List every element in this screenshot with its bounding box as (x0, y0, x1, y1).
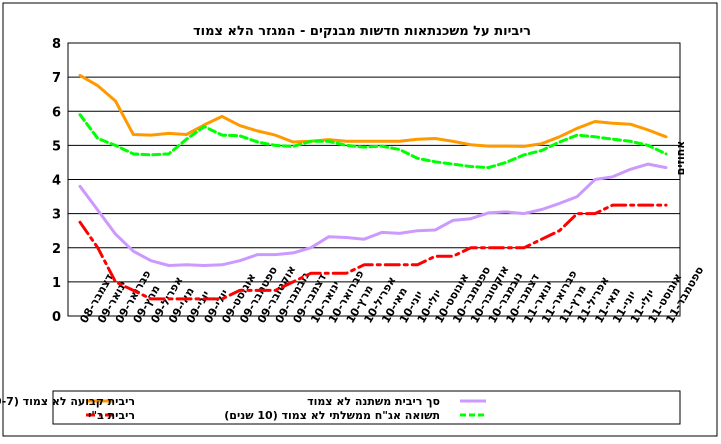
y-tick-label: 8 (52, 37, 61, 52)
y-tick-label: 1 (52, 276, 61, 291)
y-tick-label: 6 (52, 105, 61, 120)
y-tick-label: 3 (52, 208, 61, 223)
y-tick-labels: 0 1 2 3 4 5 6 7 8 (52, 37, 61, 325)
y-tick-label: 2 (52, 242, 61, 257)
series-lines (78, 73, 668, 301)
y-axis-label: אחוזים (674, 141, 687, 176)
legend-label: סך ריבית משתנה לא צמוד (307, 395, 440, 408)
series-line (78, 73, 668, 148)
series-line (78, 203, 668, 301)
legend-label: תשואה אג"ח ממשלתי לא צמוד (10 שנים) (224, 409, 440, 422)
y-tick-label: 0 (52, 310, 61, 325)
legend-box (52, 390, 681, 425)
legend: סך ריבית משתנה לא צמוד ריבית קבועה לא צמו… (0, 390, 681, 425)
y-tick-label: 4 (52, 174, 61, 189)
series-line (78, 162, 668, 267)
legend-label: ריבית ב"י (88, 409, 135, 422)
series-line (78, 113, 668, 170)
legend-label: ריבית קבועה לא צמוד (10-7 שנים) (0, 395, 135, 408)
chart-title: ריביות על משכנתאות חדשות מבנקים - המגזר … (193, 24, 531, 39)
y-tick-label: 7 (52, 71, 61, 86)
y-tick-label: 5 (52, 139, 61, 154)
